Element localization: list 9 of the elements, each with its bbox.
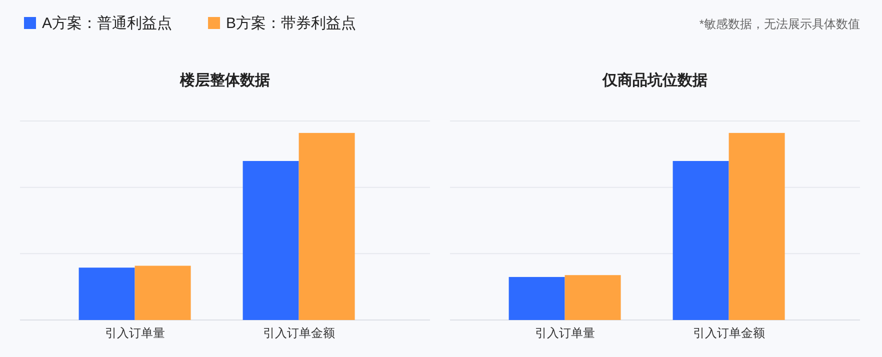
x-tick-label: 引入订单金额 — [692, 326, 765, 340]
chart-title: 仅商品坑位数据 — [602, 71, 708, 89]
chart-title: 楼层整体数据 — [179, 72, 270, 89]
legend-label: B方案：带券利益点 — [226, 15, 356, 32]
x-tick-label: 引入订单量 — [104, 326, 165, 340]
legend-label: A方案：普通利益点 — [42, 15, 172, 32]
x-tick-label: 引入订单金额 — [262, 326, 335, 340]
text: *敏感数据，无法展示具体数值 — [699, 17, 860, 31]
x-tick-label: 引入订单量 — [534, 326, 595, 340]
